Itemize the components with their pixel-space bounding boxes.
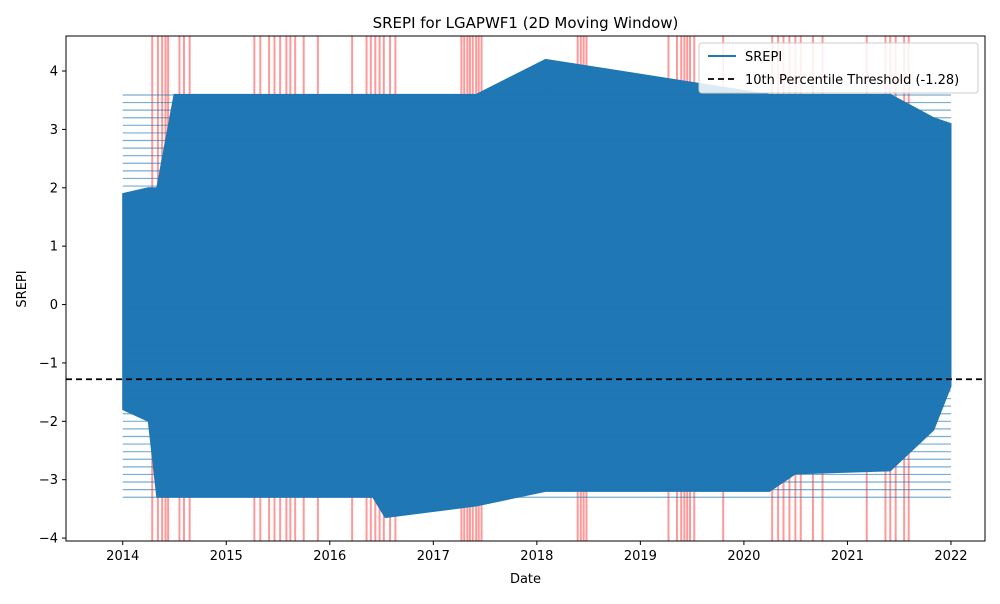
x-tick-label: 2022 (934, 549, 967, 564)
plot-frame (65, 35, 986, 542)
y-tick-label: 2 (50, 181, 58, 196)
y-tick-label: −1 (39, 356, 58, 371)
y-tick-label: −2 (39, 415, 58, 430)
y-tick-label: −3 (39, 473, 58, 488)
y-tick-label: 1 (50, 240, 58, 255)
x-tick-label: 2014 (106, 549, 139, 564)
y-tick-label: −4 (39, 532, 58, 547)
x-tick-label: 2021 (831, 549, 864, 564)
y-axis: 4 3 2 1 0 −1 −2 −3 −4 (39, 65, 66, 547)
x-tick-label: 2018 (520, 549, 553, 564)
y-axis-label: SREPI (15, 270, 30, 307)
chart-title: SREPI for LGAPWF1 (2D Moving Window) (373, 14, 679, 32)
legend-threshold-label: 10th Percentile Threshold (-1.28) (745, 73, 959, 88)
y-tick-label: 0 (50, 298, 58, 313)
x-tick-label: 2019 (624, 549, 657, 564)
legend-srepi-label: SREPI (745, 50, 782, 65)
x-tick-label: 2016 (313, 549, 346, 564)
legend-box (698, 42, 979, 94)
y-tick-label: 3 (50, 123, 58, 138)
x-axis-label: Date (510, 572, 541, 587)
x-tick-label: 2020 (727, 549, 760, 564)
x-tick-label: 2017 (417, 549, 450, 564)
srepi-series (122, 58, 952, 519)
x-tick-label: 2015 (210, 549, 243, 564)
legend: SREPI 10th Percentile Threshold (-1.28) (698, 42, 979, 94)
x-axis: 2014 2015 2016 2017 2018 2019 2020 2021 2022 (106, 541, 968, 564)
srepi-band (122, 58, 952, 519)
y-tick-label: 4 (50, 65, 58, 80)
